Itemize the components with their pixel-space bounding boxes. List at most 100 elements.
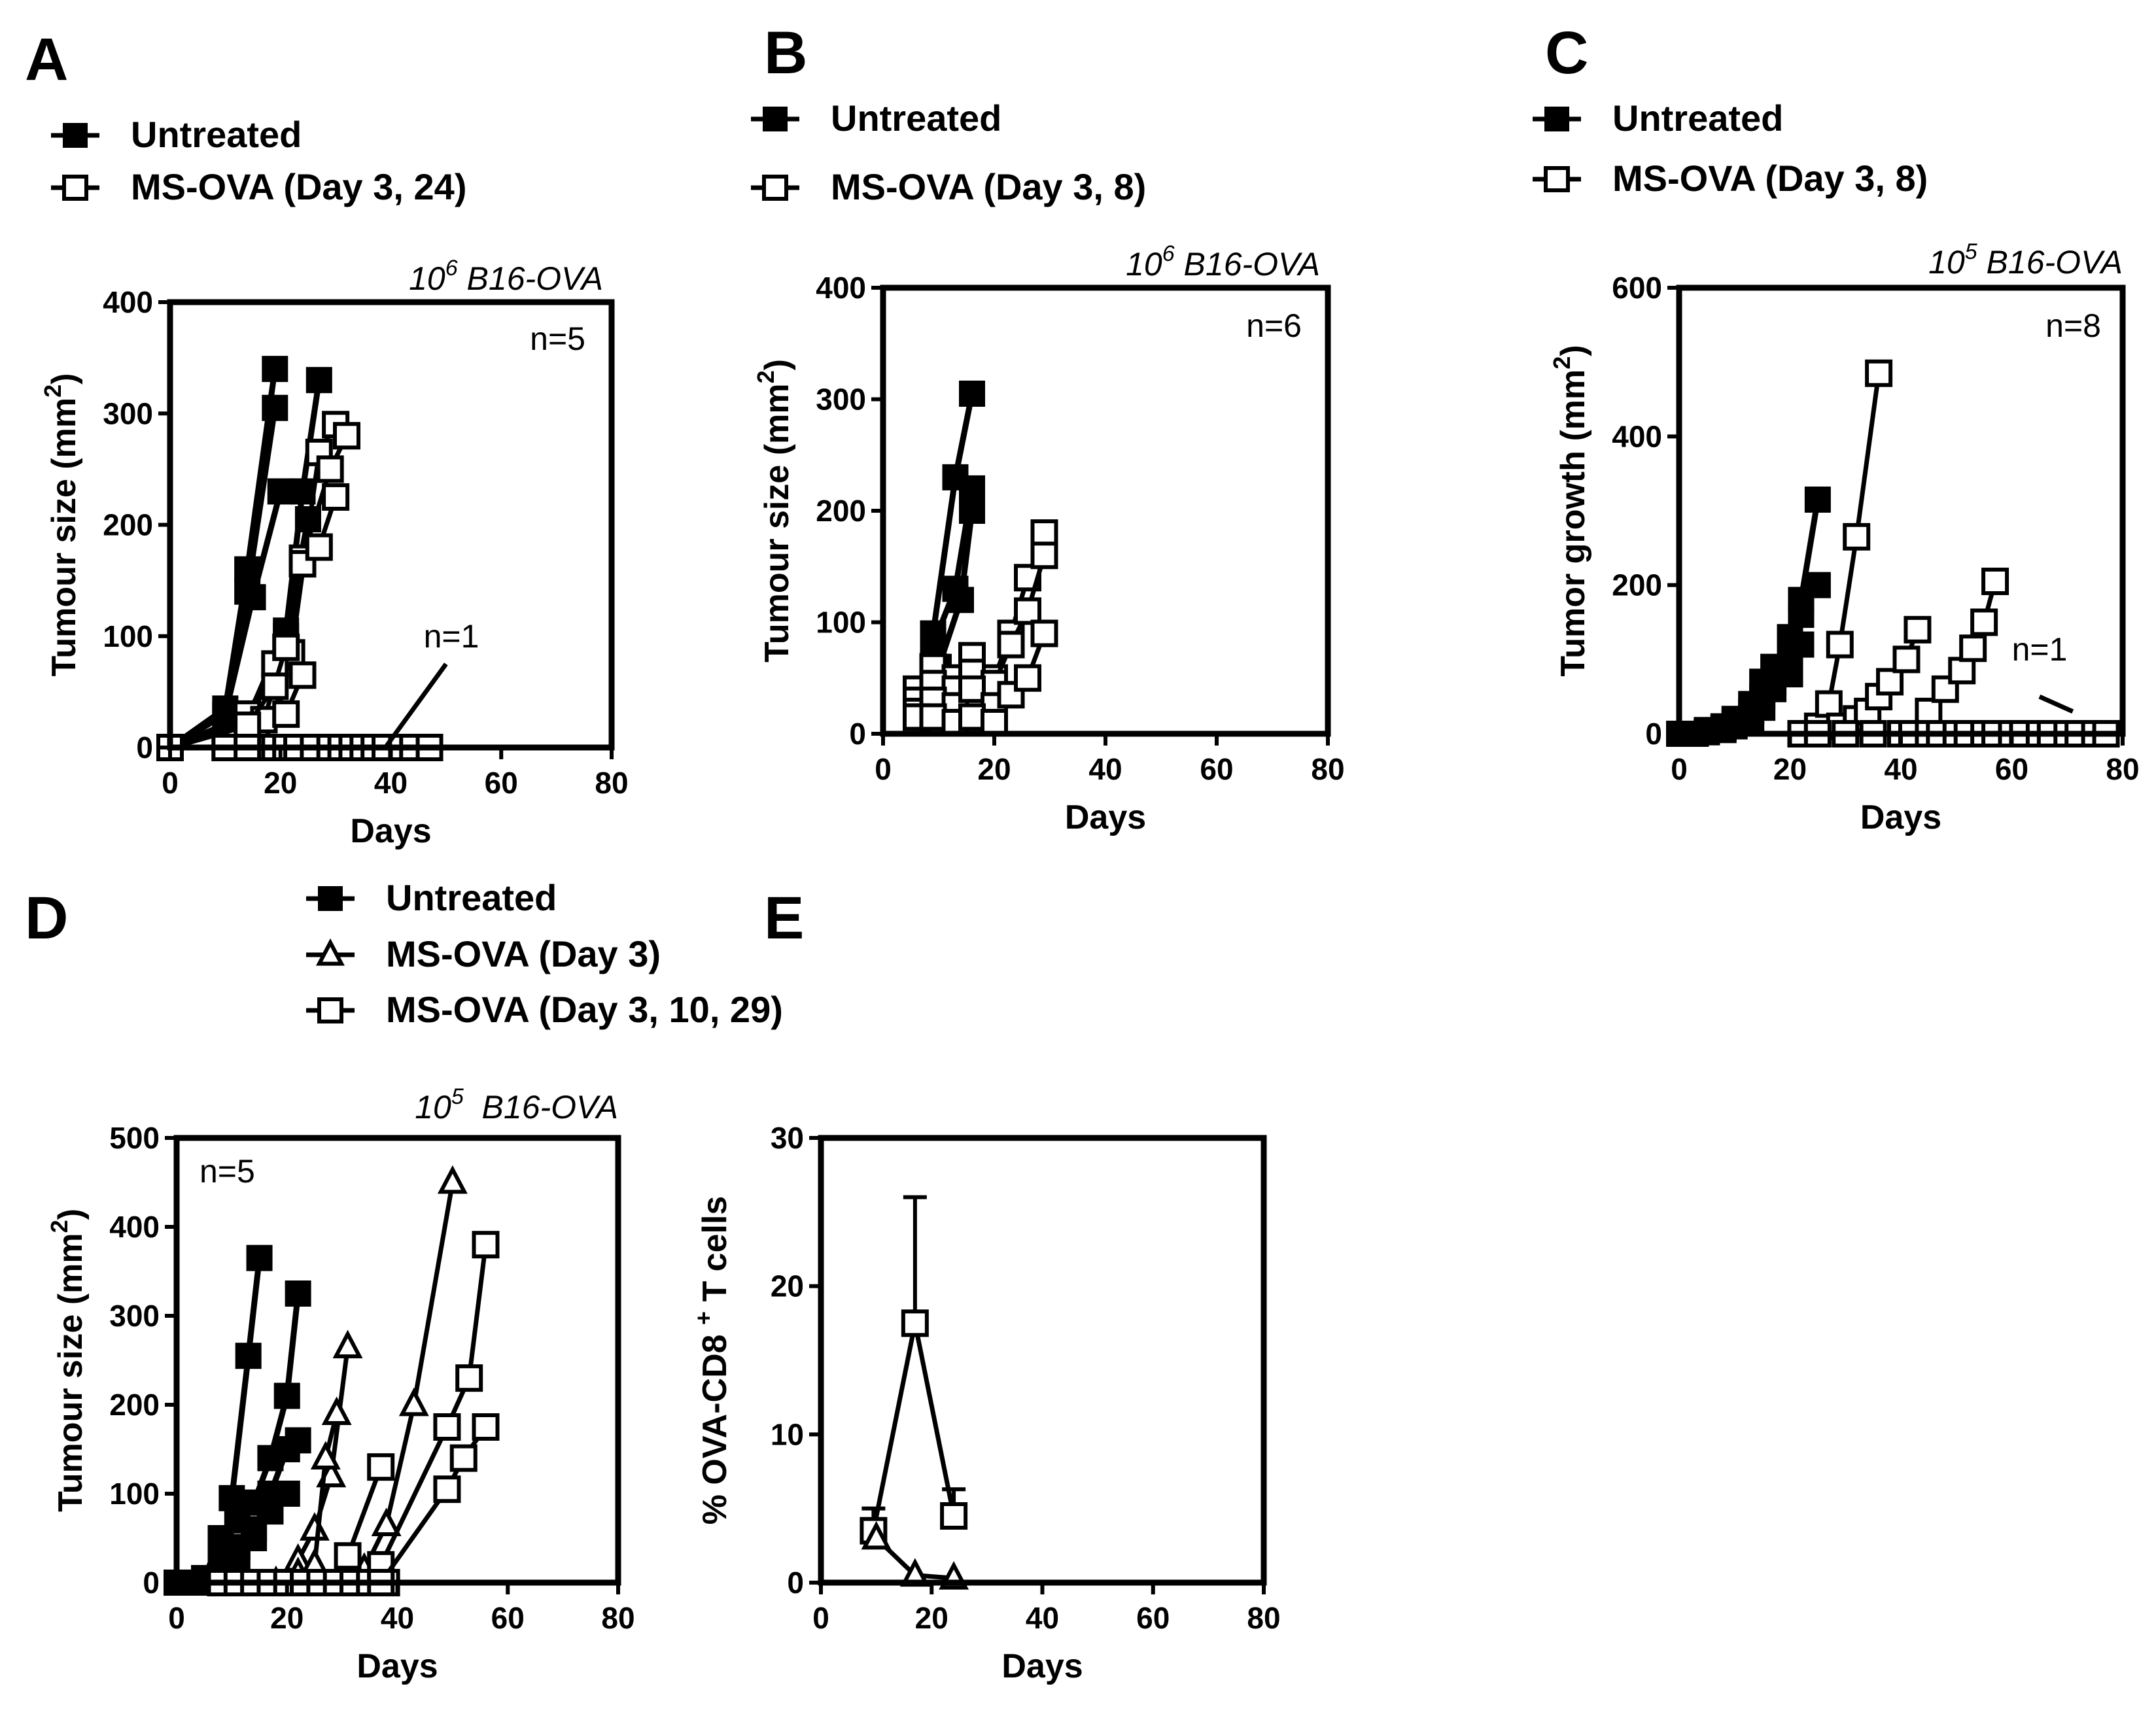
legend-item: Untreated bbox=[751, 97, 1001, 139]
series bbox=[903, 703, 1008, 736]
series bbox=[383, 662, 448, 749]
series-line bbox=[383, 662, 448, 749]
data-point bbox=[299, 1512, 330, 1541]
y-tick-label: 400 bbox=[109, 1210, 160, 1244]
data-point bbox=[239, 584, 266, 611]
series bbox=[861, 1520, 969, 1590]
x-tick-label: 20 bbox=[264, 766, 297, 800]
series-line bbox=[345, 1466, 383, 1557]
data-point bbox=[267, 478, 294, 505]
y-tick-label: 400 bbox=[816, 271, 866, 305]
y-label-end: ) bbox=[45, 373, 83, 385]
data-point bbox=[958, 703, 986, 731]
x-tick-label: 80 bbox=[2106, 752, 2139, 786]
n-label: n=8 bbox=[2045, 307, 2101, 344]
data-point bbox=[959, 380, 985, 407]
y-tick-label: 300 bbox=[109, 1299, 160, 1333]
y-tick-label: 200 bbox=[103, 508, 153, 542]
data-point bbox=[310, 1441, 341, 1469]
data-point bbox=[1915, 697, 1943, 725]
data-point bbox=[272, 700, 300, 728]
y-axis-label: Tumour size (mm2) bbox=[39, 373, 83, 677]
y-axis-label: Tumour size (mm2) bbox=[46, 1209, 90, 1512]
panel-label: C bbox=[1545, 20, 1588, 86]
n-label: n=5 bbox=[530, 320, 585, 357]
data-point bbox=[1014, 664, 1041, 692]
series-line bbox=[379, 1425, 488, 1585]
y-tick-label: 0 bbox=[136, 730, 153, 765]
data-point bbox=[272, 633, 300, 661]
n-label-extra: n=1 bbox=[424, 618, 479, 655]
x-tick-label: 80 bbox=[595, 766, 628, 800]
data-point bbox=[1815, 690, 1843, 718]
series-line bbox=[379, 1244, 488, 1566]
n-label-extra: n=1 bbox=[2012, 631, 2068, 668]
x-tick-label: 40 bbox=[1026, 1601, 1059, 1635]
x-tick-label: 0 bbox=[812, 1601, 829, 1635]
y-tick-label: 30 bbox=[771, 1121, 804, 1155]
data-point bbox=[316, 455, 344, 483]
x-tick-label: 60 bbox=[1995, 752, 2028, 786]
data-point bbox=[241, 1525, 268, 1551]
data-point bbox=[1959, 634, 1987, 662]
plot-frame bbox=[818, 1135, 1267, 1586]
data-point bbox=[246, 1245, 273, 1271]
y-label-exponent: 2 bbox=[1548, 356, 1575, 369]
legend-marker bbox=[62, 175, 88, 201]
data-point bbox=[1981, 567, 2009, 595]
data-point bbox=[1777, 661, 1803, 688]
data-point bbox=[449, 1444, 478, 1472]
data-point bbox=[861, 1520, 892, 1550]
data-point bbox=[262, 394, 288, 421]
data-point bbox=[333, 422, 360, 450]
panel-label: A bbox=[25, 26, 68, 93]
y-tick-label: 400 bbox=[103, 285, 153, 319]
data-point bbox=[959, 498, 985, 524]
x-tick-label: 60 bbox=[491, 1601, 525, 1635]
y-tick-label: 0 bbox=[1645, 717, 1662, 751]
data-point bbox=[940, 1502, 968, 1530]
y-axis-label: Tumour size (mm2) bbox=[752, 359, 796, 662]
series bbox=[1826, 615, 1932, 740]
data-point bbox=[332, 1330, 363, 1358]
subtitle-base: 10 bbox=[1126, 246, 1162, 283]
legend-item: Untreated bbox=[51, 114, 302, 155]
panel-e: E 0 20 40 60 80 0 10 20 30 Days % OVA-CD8 + T cells bbox=[690, 885, 1281, 1685]
chart-subtitle: 105 B16-OVA bbox=[1928, 239, 2123, 281]
legend-label: MS-OVA (Day 3, 8) bbox=[1612, 158, 1928, 199]
x-axis-label: Days bbox=[350, 812, 431, 850]
y-label-exponent: + bbox=[690, 1311, 717, 1325]
legend-marker bbox=[316, 938, 345, 966]
data-point bbox=[273, 1383, 300, 1409]
data-point bbox=[1788, 631, 1815, 658]
data-point bbox=[285, 1427, 311, 1454]
y-tick-label: 300 bbox=[816, 383, 866, 417]
y-tick-label: 200 bbox=[1612, 568, 1662, 602]
x-axis-label: Days bbox=[356, 1647, 438, 1685]
data-point bbox=[997, 681, 1025, 709]
series-line bbox=[2038, 694, 2074, 714]
data-point bbox=[367, 1453, 395, 1481]
data-point bbox=[334, 1542, 362, 1570]
panel-d: D Untreated MS-OVA (Day 3) MS-OVA (Day 3, 1… bbox=[25, 877, 783, 1685]
x-tick-label: 60 bbox=[1136, 1601, 1170, 1635]
subtitle-rest: B16-OVA bbox=[1175, 246, 1320, 283]
y-label-end: ) bbox=[52, 1209, 90, 1220]
x-tick-label: 80 bbox=[1247, 1601, 1280, 1635]
series-line bbox=[871, 1320, 956, 1532]
subtitle-rest: B16-OVA bbox=[1977, 244, 2123, 281]
data-point bbox=[997, 630, 1025, 659]
data-point bbox=[472, 1413, 500, 1441]
x-tick-label: 20 bbox=[1773, 752, 1807, 786]
y-label-base: % OVA-CD8 bbox=[696, 1325, 734, 1524]
data-point bbox=[1931, 675, 1959, 703]
data-point bbox=[1892, 645, 1921, 674]
x-axis-label: Days bbox=[1001, 1647, 1083, 1685]
y-label-exponent: 2 bbox=[39, 385, 66, 398]
legend-item: MS-OVA (Day 3, 10, 29) bbox=[306, 989, 783, 1030]
legend-marker bbox=[317, 997, 343, 1023]
legend-label: MS-OVA (Day 3) bbox=[386, 933, 661, 974]
plot-frame bbox=[167, 299, 615, 751]
